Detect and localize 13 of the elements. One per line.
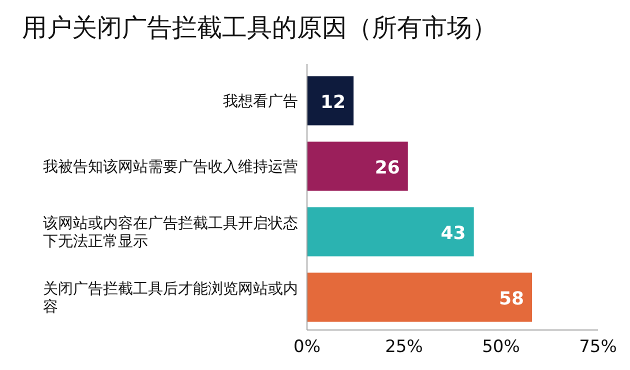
x-tick-label: 0%: [294, 337, 320, 357]
bar: 43: [307, 207, 474, 256]
x-tick-label: 25%: [385, 337, 423, 357]
title: 用户关闭广告拦截工具的原因（所有市场）: [22, 13, 497, 42]
data-label: 26: [374, 157, 400, 178]
bar: 58: [307, 272, 532, 322]
data-label: 12: [320, 92, 346, 113]
x-tick-label: 50%: [482, 337, 520, 357]
data-label: 58: [498, 288, 524, 310]
bar: 12: [307, 76, 354, 126]
bar: 26: [307, 142, 408, 191]
data-label: 43: [440, 222, 466, 244]
x-tick-label: 75%: [579, 337, 617, 357]
